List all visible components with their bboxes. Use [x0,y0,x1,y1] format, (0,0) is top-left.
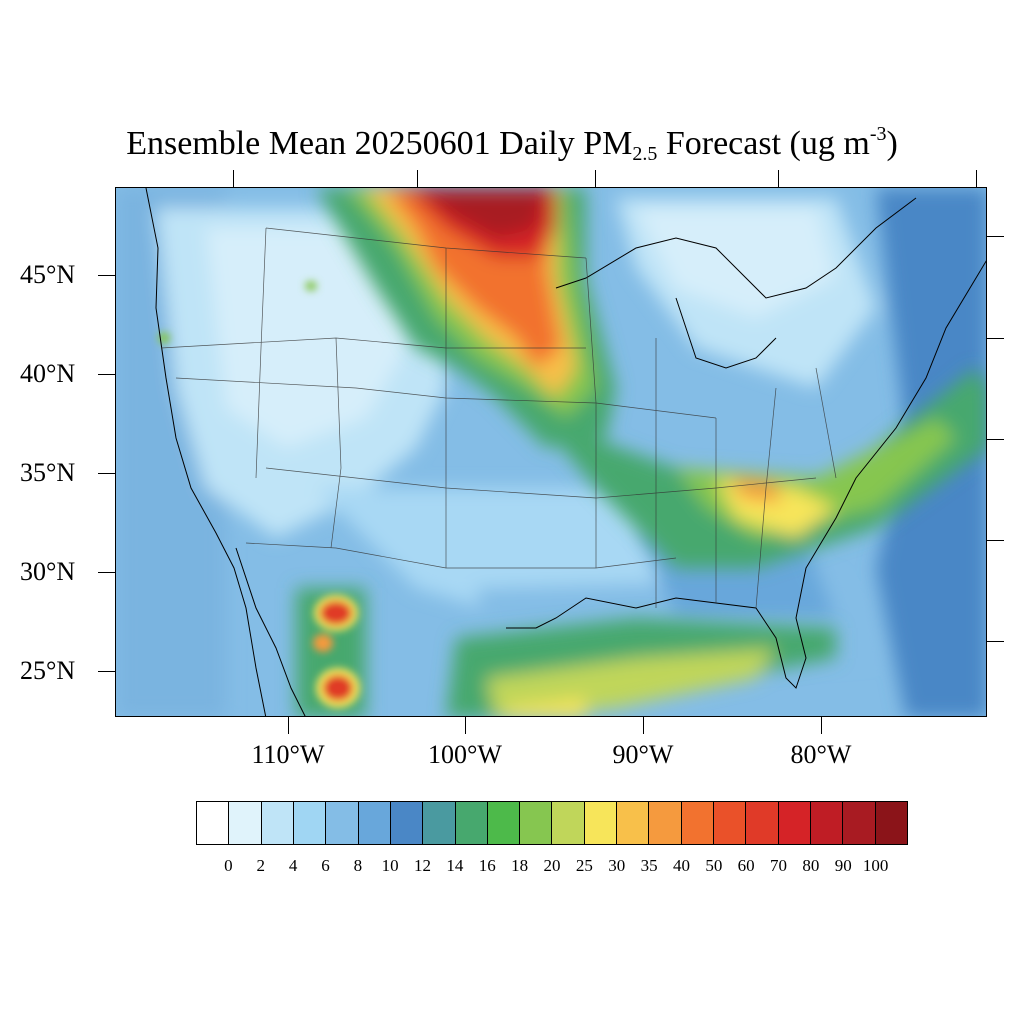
colorbar-label: 50 [705,856,723,875]
colorbar-swatch [326,802,359,844]
colorbar-swatch [423,802,456,844]
lat-label-45n: 45°N [20,260,76,289]
state-borders [160,227,837,609]
colorbar-swatch [714,802,747,844]
colorbar-label: 10 [381,856,399,875]
colorbar-label: 18 [511,856,529,875]
colorbar-swatch [617,802,650,844]
colorbar-swatch [875,802,907,844]
pm25-field [116,188,986,716]
pm25-map [115,187,987,717]
colorbar-swatch [261,802,294,844]
colorbar-swatch [197,802,230,844]
colorbar-label: 16 [478,856,496,875]
colorbar-label: 25 [575,856,593,875]
lat-label-40n: 40°N [20,359,76,388]
colorbar-swatch [455,802,488,844]
lon-label-110w: 110°W [251,740,325,769]
colorbar-swatch [520,802,553,844]
colorbar-swatch [681,802,714,844]
colorbar-swatch [778,802,811,844]
colorbar [196,801,908,845]
colorbar-label: 60 [737,856,755,875]
lat-label-25n: 25°N [20,656,76,685]
lon-label-90w: 90°W [612,740,674,769]
colorbar-label: 0 [224,856,233,875]
colorbar-label: 20 [543,856,561,875]
colorbar-swatch [584,802,618,844]
colorbar-swatch [487,802,521,844]
colorbar-label: 90 [834,856,852,875]
colorbar-label: 12 [414,856,432,875]
lat-label-35n: 35°N [20,458,76,487]
colorbar-label: 8 [353,856,363,875]
colorbar-label: 30 [608,856,626,875]
coastlines [145,188,986,716]
colorbar-label: 100 [862,856,889,875]
colorbar-label: 2 [256,856,265,875]
map-title: Ensemble Mean 20250601 Daily PM2.5 Forec… [126,123,898,165]
colorbar-swatch [746,802,779,844]
colorbar-label: 40 [672,856,690,875]
lat-label-30n: 30°N [20,557,76,586]
colorbar-label: 35 [640,856,658,875]
colorbar-swatch [229,802,262,844]
lon-label-100w: 100°W [428,740,502,769]
colorbar-swatch [843,802,876,844]
colorbar-swatch [552,802,585,844]
colorbar-swatch [810,802,844,844]
colorbar-label: 70 [770,856,788,875]
colorbar-label: 6 [321,856,330,875]
colorbar-swatch [358,802,391,844]
colorbar-swatch [293,802,327,844]
colorbar-swatch [390,802,424,844]
colorbar-label: 4 [288,856,298,875]
lon-label-80w: 80°W [790,740,852,769]
colorbar-label: 80 [802,856,820,875]
colorbar-label: 14 [446,856,464,875]
colorbar-swatch [649,802,682,844]
